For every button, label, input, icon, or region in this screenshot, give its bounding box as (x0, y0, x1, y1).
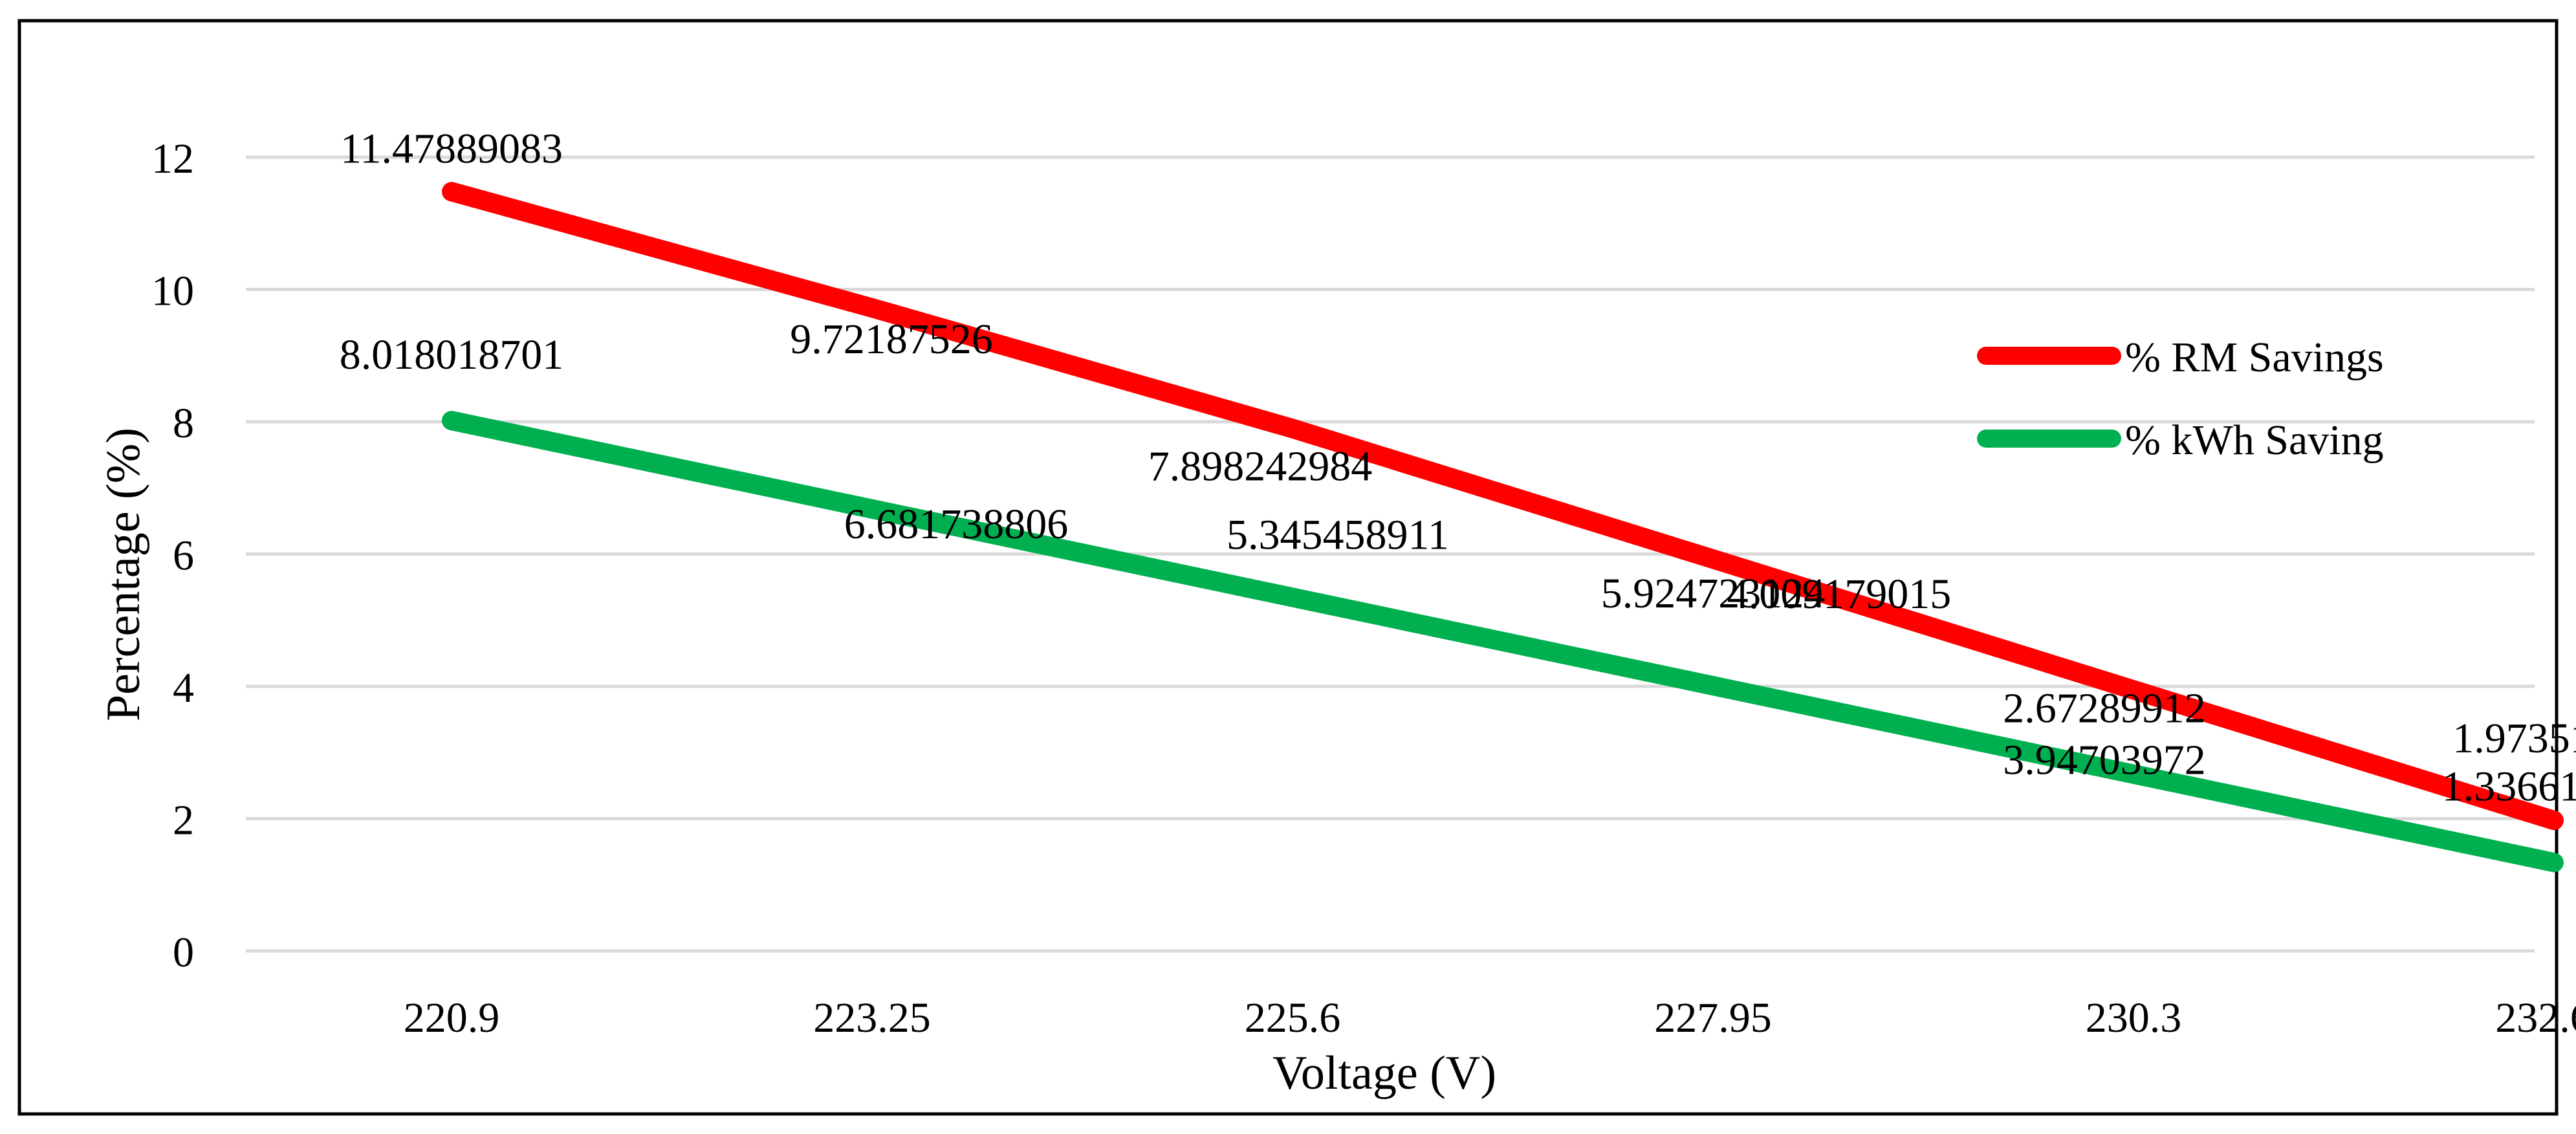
data-label: 7.898242984 (1148, 442, 1373, 490)
y-tick-label: 2 (173, 797, 194, 844)
y-tick-label: 12 (151, 135, 194, 182)
data-label: 9.72187526 (790, 316, 993, 363)
data-label: 11.47889083 (340, 125, 563, 172)
series-lines (442, 182, 2564, 873)
x-tick-label: 230.3 (2086, 994, 2182, 1041)
chart-border (17, 19, 2559, 1116)
y-tick-label: 0 (173, 929, 194, 976)
y-axis-title: Percentage (%) (97, 428, 150, 721)
gridlines (246, 155, 2535, 953)
series-line-kwh-saving (442, 411, 2564, 873)
data-label: 3.94703972 (2003, 736, 2206, 783)
data-label: 2.67289912 (2003, 685, 2206, 732)
x-tick-label: 220.9 (404, 994, 500, 1041)
series-line-rm-savings (442, 182, 2564, 831)
data-label: 6.681738806 (844, 501, 1069, 548)
y-tick-label: 4 (173, 664, 194, 712)
data-label: 5.345458911 (1227, 511, 1449, 558)
data-label: 8.018018701 (340, 331, 564, 378)
x-axis-title: Voltage (V) (1272, 1047, 1496, 1100)
legend: % RM Savings % kWh Saving (1977, 334, 2384, 464)
x-tick-label: 223.25 (813, 994, 931, 1041)
x-tick-label: 225.6 (1245, 994, 1341, 1041)
legend-label: % kWh Saving (2125, 417, 2384, 464)
data-label: 4.009179015 (1727, 571, 1952, 618)
x-tick-label: 232.65 (2495, 994, 2576, 1041)
y-axis-ticks: 0 2 4 6 8 10 12 (151, 135, 194, 976)
y-tick-label: 8 (173, 400, 194, 447)
x-tick-label: 227.95 (1654, 994, 1772, 1041)
legend-label: % RM Savings (2125, 334, 2384, 381)
y-tick-label: 10 (151, 268, 194, 315)
x-axis-ticks: 220.9 223.25 225.6 227.95 230.3 232.65 (404, 994, 2576, 1041)
data-label: 5.924723124 (1601, 570, 1826, 617)
y-tick-label: 6 (173, 532, 194, 580)
data-label: 1.336619225 (2442, 763, 2576, 810)
data-labels: 11.47889083 9.72187526 7.898242984 5.924723… (340, 125, 2576, 810)
data-label: 1.97351986 (2452, 715, 2576, 762)
